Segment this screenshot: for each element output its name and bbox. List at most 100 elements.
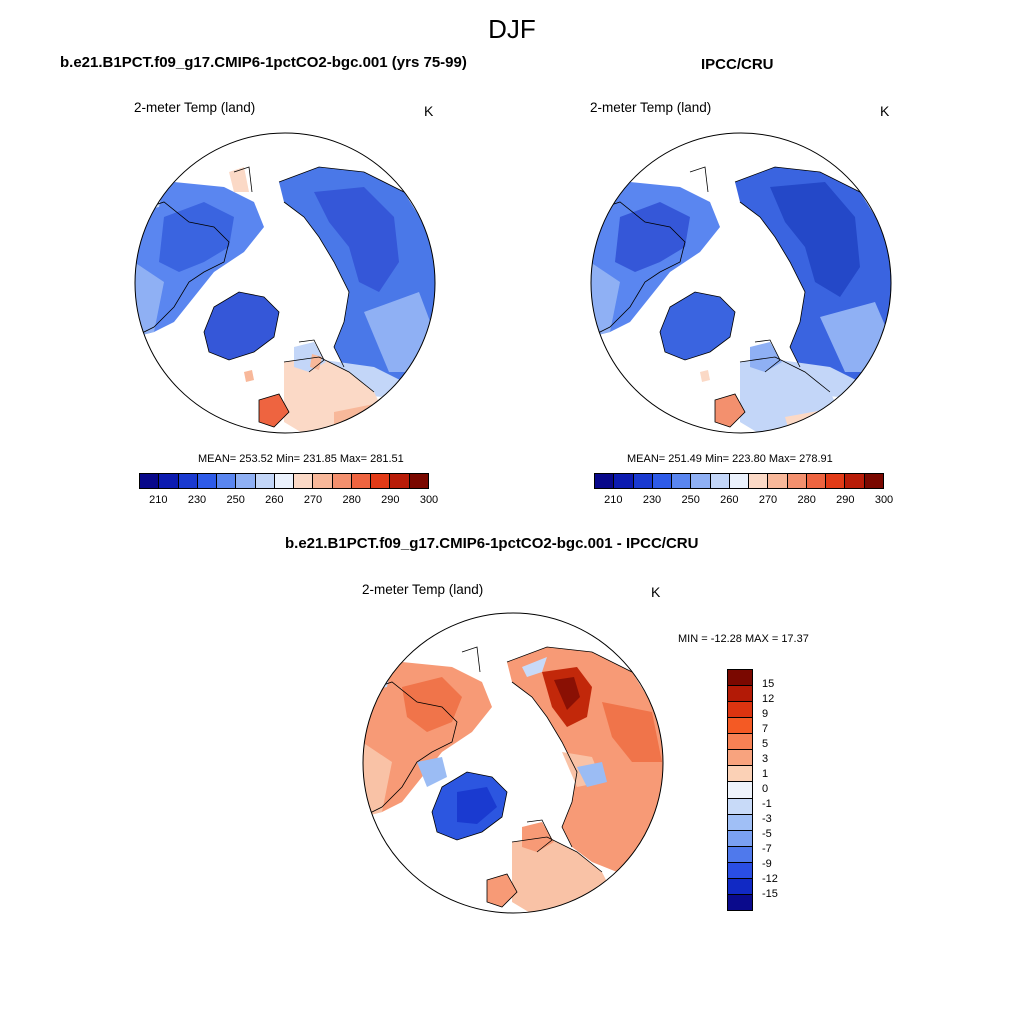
colorbar-tick-label: -1 — [762, 798, 772, 810]
colorbar-tick-label: 280 — [342, 494, 361, 506]
colorbar-swatch — [728, 894, 752, 910]
colorbar-tick-label: 3 — [762, 753, 769, 765]
colorbar-tick-label: 260 — [720, 494, 739, 506]
model-greenland-region — [204, 292, 279, 360]
colorbar-swatch — [633, 474, 653, 488]
colorbar-tick-label: -3 — [762, 813, 772, 825]
colorbar-swatch — [710, 474, 730, 488]
colorbar-swatch — [768, 474, 788, 488]
colorbar-swatch — [728, 670, 752, 687]
colorbar-tick-label: 210 — [149, 494, 168, 506]
colorbar-tick-label: 290 — [836, 494, 855, 506]
colorbar-swatch — [728, 718, 752, 735]
colorbar-swatch — [845, 474, 865, 488]
colorbar-tick-label: 0 — [762, 783, 769, 795]
colorbar-tick-label: 270 — [758, 494, 778, 506]
colorbar-tick-label: -15 — [762, 888, 778, 900]
colorbar-swatch — [351, 474, 372, 488]
model-variable-label: 2-meter Temp (land) — [134, 100, 256, 115]
colorbar-swatch — [371, 474, 391, 488]
colorbar-swatch — [255, 474, 275, 488]
colorbar-swatch — [390, 474, 410, 488]
obs-stats: MEAN= 251.49 Min= 223.80 Max= 278.91 — [627, 453, 833, 465]
colorbar-swatch — [728, 750, 752, 767]
colorbar-swatch — [197, 474, 218, 488]
colorbar-swatch — [178, 474, 198, 488]
colorbar-swatch — [728, 814, 752, 831]
obs-polar-map — [590, 132, 892, 434]
colorbar-tick-label: 1 — [762, 768, 769, 780]
colorbar-tick-label: 260 — [265, 494, 284, 506]
model-polar-map — [134, 132, 436, 434]
colorbar-swatch — [595, 474, 615, 488]
colorbar-tick-label: 230 — [187, 494, 207, 506]
colorbar-swatch — [274, 474, 295, 488]
colorbar-tick-label: 250 — [681, 494, 700, 506]
colorbar-swatch — [652, 474, 673, 488]
colorbar-tick-label: 290 — [381, 494, 400, 506]
colorbar-tick-label: 210 — [604, 494, 623, 506]
diff-variable-label: 2-meter Temp (land) — [362, 582, 484, 597]
colorbar-swatch — [749, 474, 769, 488]
diff-stats: MIN = -12.28 MAX = 17.37 — [678, 633, 809, 645]
colorbar-tick-label: -9 — [762, 858, 772, 870]
obs-colorbar-labels: 210 230 250 260 270 280 290 300 — [594, 494, 893, 508]
colorbar-swatch — [728, 734, 752, 751]
colorbar-tick-label: 300 — [874, 494, 894, 506]
colorbar-tick-label: 300 — [419, 494, 439, 506]
colorbar-tick-label: -12 — [762, 873, 778, 885]
colorbar-swatch — [728, 846, 752, 863]
colorbar-tick-label: 12 — [762, 693, 775, 705]
colorbar-swatch — [691, 474, 711, 488]
diff-colorbar-labels: 15 12 9 7 5 3 1 0 -1 -3 -5 -7 -9 -12 -15 — [762, 669, 802, 909]
obs-greenland-region — [660, 292, 735, 360]
diff-panel-title: b.e21.B1PCT.f09_g17.CMIP6-1pctCO2-bgc.00… — [285, 535, 699, 552]
obs-panel-title: IPCC/CRU — [701, 56, 774, 73]
model-colorbar — [139, 473, 429, 489]
colorbar-swatch — [140, 474, 160, 488]
colorbar-tick-label: 250 — [226, 494, 245, 506]
colorbar-swatch — [787, 474, 807, 488]
colorbar-swatch — [864, 474, 883, 488]
colorbar-swatch — [728, 686, 752, 703]
obs-variable-label: 2-meter Temp (land) — [590, 100, 712, 115]
diff-units-label: K — [651, 584, 661, 600]
colorbar-swatch — [806, 474, 827, 488]
colorbar-swatch — [728, 878, 752, 895]
colorbar-tick-label: 7 — [762, 723, 769, 735]
obs-units-label: K — [880, 103, 890, 119]
obs-colorbar — [594, 473, 884, 489]
colorbar-tick-label: 5 — [762, 738, 769, 750]
colorbar-swatch — [332, 474, 352, 488]
colorbar-swatch — [159, 474, 179, 488]
colorbar-swatch — [728, 702, 752, 719]
figure-title: DJF — [488, 14, 536, 44]
colorbar-swatch — [294, 474, 314, 488]
colorbar-tick-label: 9 — [762, 708, 769, 720]
colorbar-swatch — [217, 474, 237, 488]
colorbar-tick-label: 270 — [303, 494, 323, 506]
diff-colorbar — [727, 669, 753, 911]
colorbar-swatch — [728, 862, 752, 879]
colorbar-swatch — [614, 474, 634, 488]
colorbar-swatch — [728, 766, 752, 783]
diff-polar-map — [362, 612, 664, 914]
colorbar-swatch — [826, 474, 846, 488]
colorbar-tick-label: 280 — [797, 494, 816, 506]
colorbar-swatch — [728, 798, 752, 815]
colorbar-swatch — [728, 830, 752, 847]
colorbar-tick-label: -5 — [762, 828, 772, 840]
colorbar-tick-label: 230 — [642, 494, 662, 506]
colorbar-tick-label: -7 — [762, 843, 772, 855]
colorbar-swatch — [729, 474, 750, 488]
model-stats: MEAN= 253.52 Min= 231.85 Max= 281.51 — [198, 453, 404, 465]
colorbar-tick-label: 15 — [762, 678, 775, 690]
colorbar-swatch — [236, 474, 256, 488]
model-units-label: K — [424, 103, 434, 119]
colorbar-swatch — [672, 474, 692, 488]
model-panel-title: b.e21.B1PCT.f09_g17.CMIP6-1pctCO2-bgc.00… — [60, 54, 467, 71]
model-colorbar-labels: 210 230 250 260 270 280 290 300 — [139, 494, 438, 508]
colorbar-swatch — [409, 474, 428, 488]
colorbar-swatch — [313, 474, 333, 488]
colorbar-swatch — [728, 782, 752, 799]
